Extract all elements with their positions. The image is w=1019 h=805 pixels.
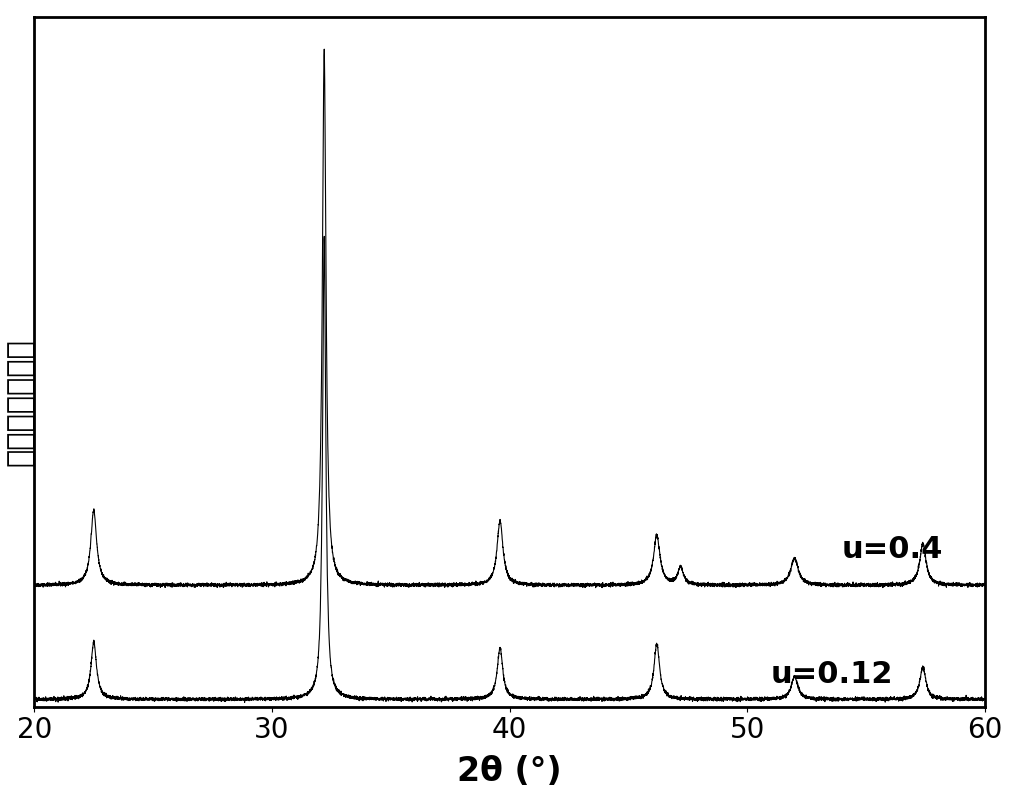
Text: u=0.12: u=0.12 bbox=[770, 660, 894, 689]
Text: u=0.4: u=0.4 bbox=[842, 535, 944, 564]
X-axis label: 2θ (°): 2θ (°) bbox=[458, 755, 561, 788]
Text: 强度（无单位）: 强度（无单位） bbox=[6, 339, 35, 466]
